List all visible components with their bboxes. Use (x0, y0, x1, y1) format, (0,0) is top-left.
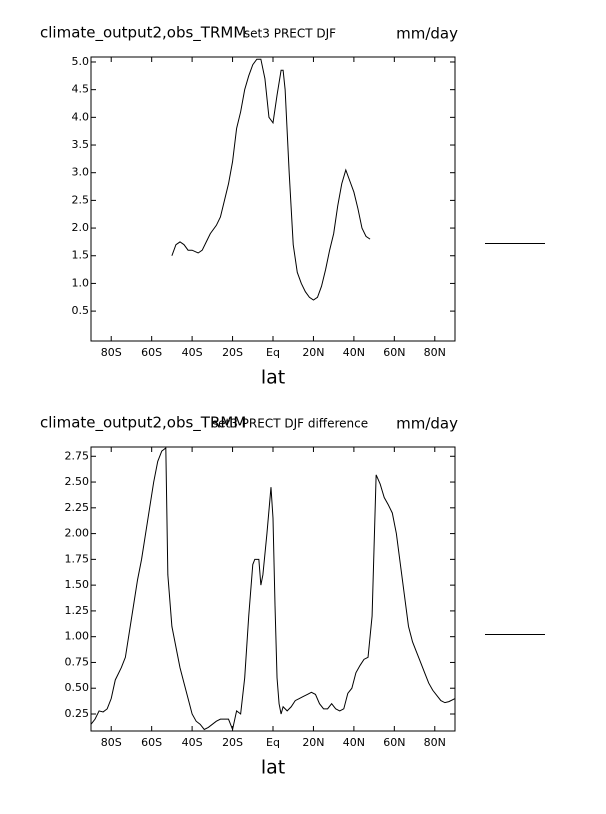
y-tick-label: 2.00 (65, 527, 90, 540)
x-tick-label: 80N (424, 346, 446, 359)
y-tick-label: 1.50 (65, 578, 90, 591)
y-tick-label: 2.5 (72, 193, 90, 206)
x-tick-label: 20N (302, 736, 324, 749)
x-tick-label: 40N (343, 736, 365, 749)
y-tick-label: 0.75 (65, 655, 90, 668)
y-tick-label: 2.75 (65, 449, 90, 462)
y-tick-label: 4.0 (72, 110, 90, 123)
x-tick-label: 60N (383, 736, 405, 749)
x-tick-label: Eq (266, 736, 280, 749)
title-left: climate_output2,obs_TRMM (40, 24, 246, 43)
y-tick-label: 2.25 (65, 501, 90, 514)
y-tick-label: 1.25 (65, 604, 90, 617)
x-tick-label: Eq (266, 346, 280, 359)
plot-frame (90, 446, 456, 732)
data-line (171, 58, 371, 301)
y-tick-label: 0.5 (72, 304, 90, 317)
y-tick-label: 3.0 (72, 166, 90, 179)
x-axis-label: lat (261, 757, 285, 779)
plot-frame (90, 56, 456, 342)
y-tick-label: 0.50 (65, 681, 90, 694)
x-tick-label: 60S (141, 736, 162, 749)
title-left: climate_output2,obs_TRMM (40, 414, 246, 433)
x-tick-label: 80N (424, 736, 446, 749)
x-tick-label: 80S (101, 346, 122, 359)
y-tick-label: 0.25 (65, 707, 90, 720)
x-tick-label: 20N (302, 346, 324, 359)
data-line (90, 447, 456, 732)
y-tick-label: 1.5 (72, 249, 90, 262)
chart-title: set3 PRECT DJF difference (212, 417, 368, 431)
y-tick-label: 1.75 (65, 552, 90, 565)
chart-title: set3 PRECT DJF (244, 27, 336, 41)
x-tick-label: 40N (343, 346, 365, 359)
units: mm/day (396, 415, 458, 433)
y-tick-label: 5.0 (72, 55, 90, 68)
y-tick-label: 2.50 (65, 475, 90, 488)
x-tick-label: 20S (222, 346, 243, 359)
y-tick-label: 2.0 (72, 221, 90, 234)
y-tick-label: 3.5 (72, 138, 90, 151)
x-tick-label: 40S (182, 346, 203, 359)
units: mm/day (396, 25, 458, 43)
x-axis-label: lat (261, 367, 285, 389)
x-tick-label: 80S (101, 736, 122, 749)
x-tick-label: 20S (222, 736, 243, 749)
x-tick-label: 60N (383, 346, 405, 359)
y-tick-label: 1.00 (65, 630, 90, 643)
y-tick-label: 4.5 (72, 83, 90, 96)
y-tick-label: 1.0 (72, 276, 90, 289)
x-tick-label: 60S (141, 346, 162, 359)
x-tick-label: 40S (182, 736, 203, 749)
